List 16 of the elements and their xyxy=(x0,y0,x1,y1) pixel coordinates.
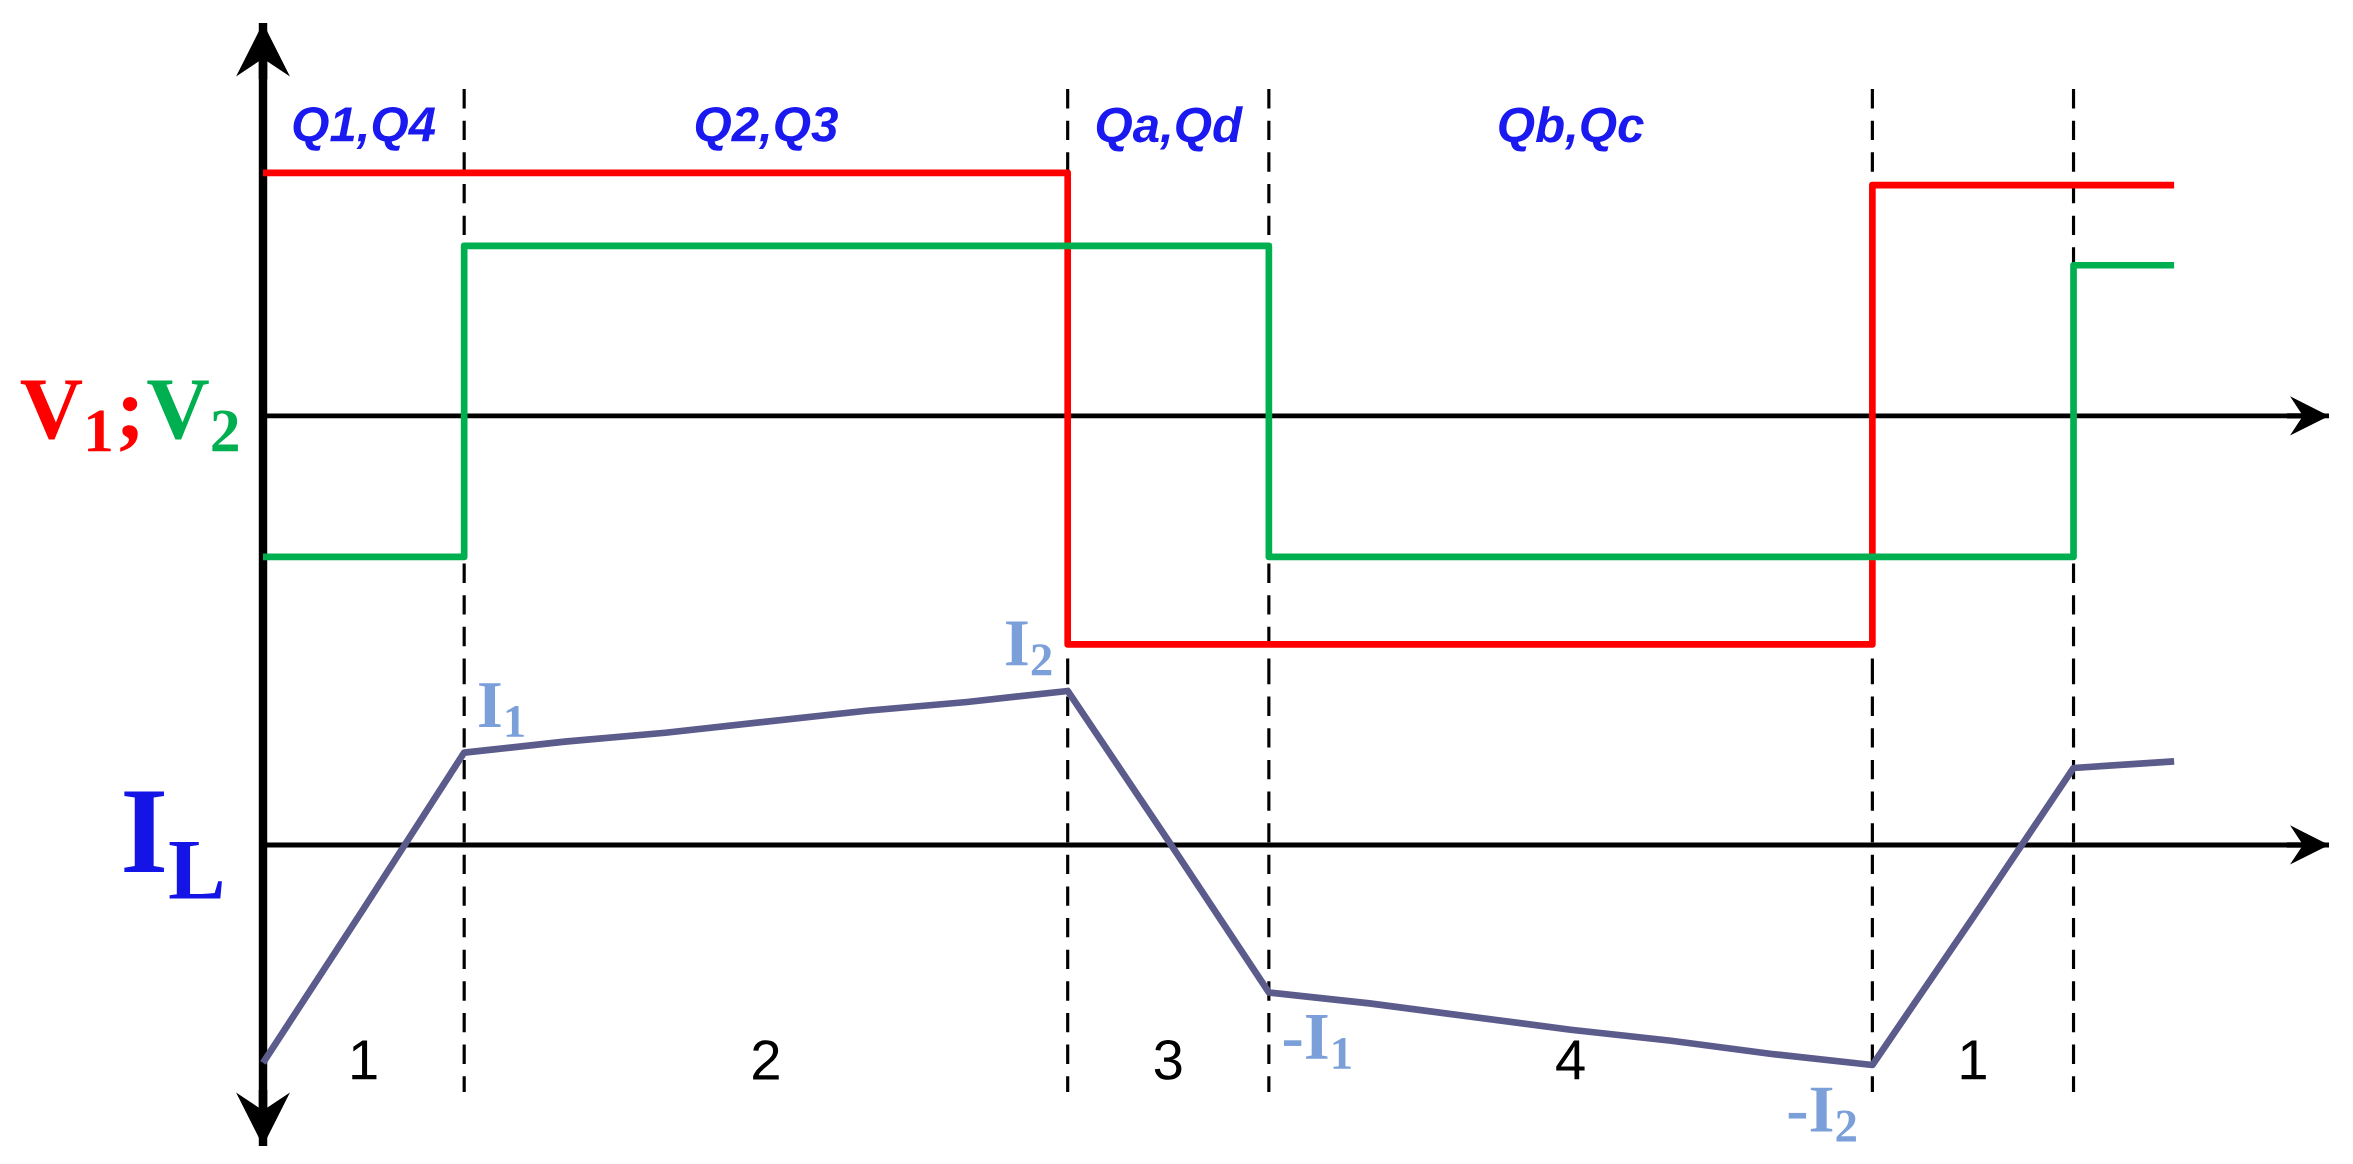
annotation: 1 xyxy=(1961,1040,1986,1080)
annotation: -I$_{2}$ xyxy=(1788,1087,1856,1142)
text: Q2,Q3 xyxy=(695,106,838,151)
annotation: I$_{1}$ xyxy=(479,683,524,737)
annotation: 2 xyxy=(753,1040,779,1080)
text: Q1,Q4 xyxy=(293,106,436,151)
annotation: 1 xyxy=(352,1040,377,1080)
text: V$_{1}$; xyxy=(20,380,138,452)
annotation: 3 xyxy=(1154,1039,1182,1080)
y-axis-title: I$_{L}$ xyxy=(124,791,222,899)
annotation: -I$_{1}$ xyxy=(1283,1015,1351,1069)
series-label: V$_{2}$ xyxy=(147,380,238,452)
text: Qb,Qc xyxy=(1499,106,1644,152)
annotation: 4 xyxy=(1556,1040,1585,1080)
annotation: I$_{2}$ xyxy=(1006,621,1052,676)
text: Qa,Qd xyxy=(1096,106,1243,152)
